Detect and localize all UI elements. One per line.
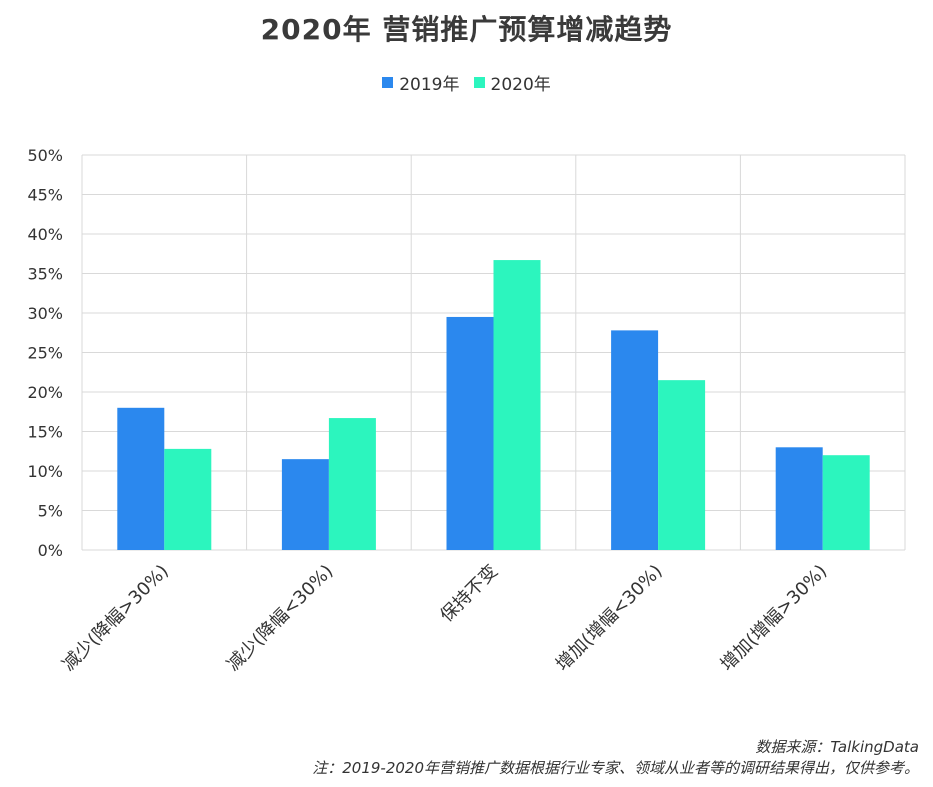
bar (493, 260, 541, 550)
y-tick-label: 50% (27, 146, 63, 165)
y-tick-label: 20% (27, 383, 63, 402)
category-label: 减少(降幅>30%) (58, 561, 173, 676)
legend-item-2019: 2019年 (382, 70, 460, 95)
legend-item-2020: 2020年 (473, 70, 551, 95)
y-tick-label: 25% (27, 344, 63, 363)
chart-legend: 2019年 2020年 (0, 70, 933, 95)
source-text: 数据来源：TalkingData (755, 738, 919, 756)
y-tick-label: 5% (38, 502, 63, 521)
y-tick-label: 15% (27, 423, 63, 442)
y-tick-label: 30% (27, 304, 63, 323)
y-tick-label: 45% (27, 186, 63, 205)
y-tick-label: 35% (27, 265, 63, 284)
legend-label-2019: 2019年 (399, 75, 460, 95)
bar (446, 316, 494, 550)
bar (328, 418, 376, 550)
note-text: 注：2019-2020年营销推广数据根据行业专家、领域从业者等的调研结果得出，仅… (312, 759, 919, 777)
bar (281, 459, 329, 550)
y-tick-label: 40% (27, 225, 63, 244)
legend-swatch-2019 (382, 77, 394, 88)
y-tick-label: 10% (27, 462, 63, 481)
category-label: 增加(增幅<30%) (552, 561, 667, 676)
category-label: 增加(增幅>30%) (717, 561, 832, 676)
legend-label-2020: 2020年 (490, 75, 551, 95)
bar (164, 448, 212, 550)
bar (117, 407, 165, 550)
legend-swatch-2020 (473, 77, 485, 88)
chart-title: 2020年 营销推广预算增减趋势 (260, 13, 673, 46)
bar (775, 447, 823, 550)
bar (658, 380, 706, 550)
category-label: 减少(降幅<30%) (223, 561, 338, 676)
bar (822, 455, 870, 550)
y-tick-label: 0% (38, 541, 63, 560)
category-label: 保持不变 (436, 561, 502, 627)
bar (611, 330, 659, 550)
